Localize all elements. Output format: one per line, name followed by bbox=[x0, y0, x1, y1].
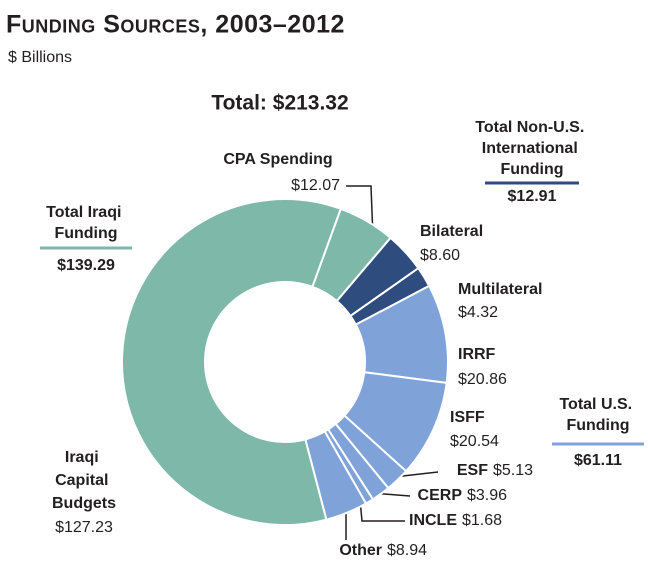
chart-subtitle: $ Billions bbox=[8, 49, 72, 66]
slice-value-label: $3.96 bbox=[467, 487, 507, 504]
slice-label: INCLE bbox=[409, 512, 457, 529]
group-total: $139.29 bbox=[57, 257, 115, 274]
slice-label: CPA Spending bbox=[223, 151, 332, 168]
group-total: $12.91 bbox=[508, 188, 557, 205]
slice-label: ISFF bbox=[450, 409, 485, 426]
group-total: $61.11 bbox=[574, 452, 622, 469]
slice-value-label: $4.32 bbox=[458, 304, 498, 321]
label: Total Iraqi Funding bbox=[46, 204, 126, 242]
slice-label: CERP bbox=[418, 487, 463, 504]
slice-value-label: $8.60 bbox=[420, 247, 460, 264]
slice-label: Bilateral bbox=[420, 223, 483, 240]
slice-label: Other bbox=[339, 542, 382, 559]
label: Iraqi Capital Budgets bbox=[52, 449, 116, 512]
slice-value-label: $5.13 bbox=[493, 462, 533, 479]
slice-value-label: $8.94 bbox=[387, 542, 427, 559]
slice-label: IRRF bbox=[458, 346, 496, 363]
leader-line bbox=[346, 185, 374, 239]
slice-value-label: $20.54 bbox=[450, 433, 499, 450]
label: Total Non-U.S. International Funding bbox=[475, 119, 588, 178]
label: Total U.S. Funding bbox=[559, 396, 636, 434]
slice-value-label: $12.07 bbox=[291, 177, 340, 194]
slice-value-label: $1.68 bbox=[462, 512, 502, 529]
chart-title: Funding Sources, 2003–2012 bbox=[6, 11, 345, 39]
donut-slice bbox=[121, 198, 343, 526]
slice-label: Multilateral bbox=[458, 281, 542, 298]
slice-label: ESF bbox=[457, 462, 488, 479]
total-annotation: Total: $213.32 bbox=[211, 92, 348, 115]
slice-value-label: $127.23 bbox=[55, 519, 113, 536]
slice-value-label: $20.86 bbox=[458, 371, 507, 388]
